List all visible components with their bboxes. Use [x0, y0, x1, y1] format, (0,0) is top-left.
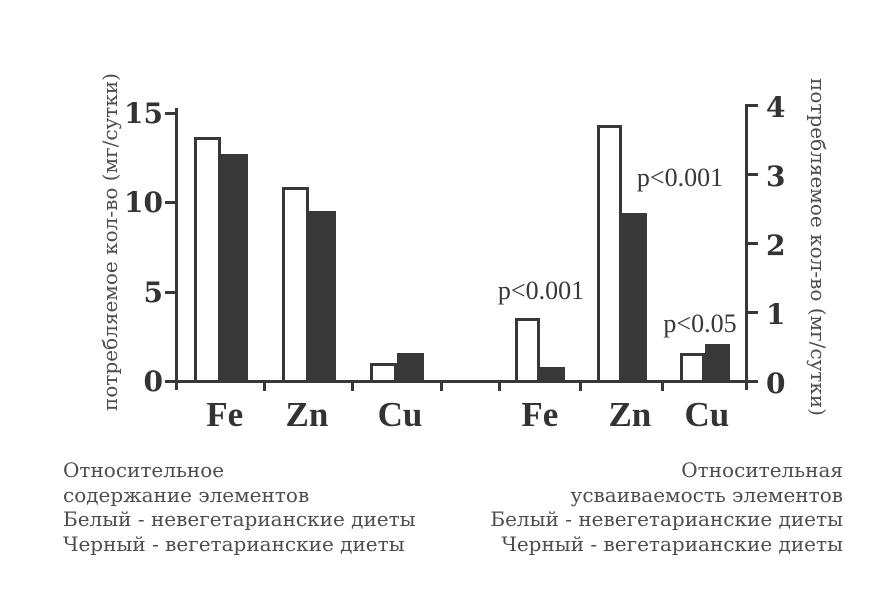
caption-right: Относительная усваиваемость элементов Белы…	[443, 458, 843, 556]
left-y-tick-10	[165, 201, 175, 205]
bar-left-zn-white	[281, 186, 309, 383]
right-x-tick-2	[661, 382, 665, 391]
caption-left: Относительное содержание элементов Белый -…	[63, 458, 463, 556]
left-x-tick-1	[351, 382, 355, 391]
annotation-right-zn: p<0.001	[636, 163, 724, 192]
category-label-left-fe: Fe	[206, 395, 244, 434]
category-label-right-zn: Zn	[608, 395, 652, 434]
bar-right-fe-dark	[539, 367, 565, 383]
caption-left-line-1: Относительное	[63, 458, 225, 482]
category-label-left-cu: Cu	[377, 395, 423, 434]
bar-right-zn-dark	[621, 213, 647, 383]
left-y-axis	[175, 107, 178, 390]
left-y-tick-15	[165, 111, 175, 115]
category-label-right-cu: Cu	[684, 395, 730, 434]
left-y-tick-label-0: 0	[143, 365, 163, 398]
caption-right-line-3: Белый - невегетарианские диеты	[490, 507, 843, 531]
bar-left-fe-dark	[220, 154, 248, 383]
caption-right-line-2: усваиваемость элементов	[570, 482, 843, 507]
caption-left-line-2: содержание элементов	[63, 482, 310, 507]
x-axis	[168, 380, 757, 383]
bar-right-cu-white	[679, 352, 705, 383]
right-y-tick-label-1: 1	[766, 298, 786, 332]
right-x-tick-0	[497, 382, 501, 391]
annotation-right-cu: p<0.05	[663, 309, 737, 338]
caption-right-line-4: Черный - вегетарианские диеты	[501, 531, 843, 556]
bar-right-fe-white	[514, 318, 540, 383]
bar-right-zn-white	[596, 125, 622, 383]
right-y-tick-label-3: 3	[766, 160, 786, 194]
category-label-left-zn: Zn	[285, 395, 329, 434]
caption-left-line-3: Белый - невегетарианские диеты	[63, 507, 416, 531]
caption-left-line-4: Черный - вегетарианские диеты	[63, 531, 405, 556]
left-x-tick-0	[263, 382, 267, 391]
caption-right-line-1: Относительная	[681, 458, 843, 482]
right-y-tick-2	[748, 242, 759, 246]
right-y-axis	[745, 103, 749, 390]
bar-left-fe-white	[193, 136, 221, 383]
bar-right-cu-dark	[704, 344, 730, 383]
right-y-tick-label-4: 4	[766, 91, 786, 125]
left-y-tick-5	[165, 290, 175, 294]
left-y-tick-label-5: 5	[143, 275, 163, 309]
annotation-right-fe: p<0.001	[497, 276, 585, 305]
category-label-right-fe: Fe	[521, 395, 559, 434]
bar-left-zn-dark	[308, 210, 336, 383]
right-y-tick-3	[748, 173, 759, 177]
right-y-tick-1	[748, 311, 759, 315]
bar-left-cu-dark	[396, 352, 424, 383]
right-x-tick-1	[579, 382, 583, 391]
right-y-tick-label-2: 2	[766, 229, 786, 263]
left-y-tick-label-15: 15	[124, 96, 163, 130]
left-y-tick-label-10: 10	[124, 186, 163, 220]
right-y-tick-4	[748, 104, 759, 108]
right-y-tick-label-0: 0	[766, 367, 786, 400]
left-x-tick-2	[439, 382, 443, 391]
